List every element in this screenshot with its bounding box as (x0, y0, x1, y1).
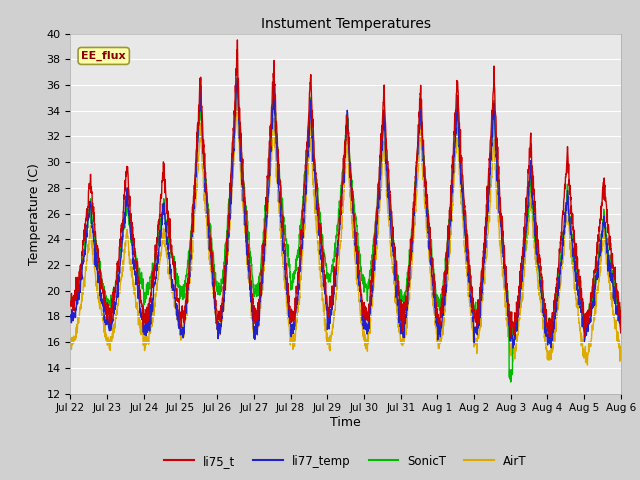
li77_temp (617, 330, 625, 336)
li75_t (569, 211, 577, 217)
AirT (374, 232, 381, 238)
SonicT (220, 259, 228, 265)
SonicT (234, 74, 241, 80)
AirT (568, 257, 576, 263)
AirT (362, 346, 369, 351)
li75_t (220, 285, 228, 290)
SonicT (507, 379, 515, 385)
SonicT (584, 314, 592, 320)
Line: SonicT: SonicT (70, 77, 621, 382)
li75_t (506, 309, 513, 314)
SonicT (569, 238, 577, 244)
li77_temp (67, 312, 74, 318)
AirT (67, 344, 74, 349)
li77_temp (584, 327, 592, 333)
SonicT (617, 328, 625, 334)
AirT (584, 362, 591, 368)
li77_temp (234, 75, 241, 81)
SonicT (362, 284, 369, 290)
Text: EE_flux: EE_flux (81, 51, 126, 61)
li77_temp (362, 321, 369, 327)
li77_temp (506, 335, 513, 340)
li75_t (234, 37, 241, 43)
SonicT (374, 192, 381, 198)
X-axis label: Time: Time (330, 416, 361, 429)
Y-axis label: Temperature (C): Temperature (C) (28, 163, 41, 264)
li75_t (584, 316, 592, 322)
Line: AirT: AirT (70, 97, 621, 365)
li75_t (67, 302, 74, 308)
Title: Instument Temperatures: Instument Temperatures (260, 17, 431, 31)
li77_temp (374, 212, 381, 218)
li75_t (374, 196, 381, 202)
Line: li75_t: li75_t (70, 40, 621, 337)
SonicT (67, 296, 74, 302)
li77_temp (220, 295, 228, 301)
AirT (234, 94, 241, 100)
li75_t (362, 317, 369, 323)
li77_temp (569, 253, 577, 259)
AirT (617, 344, 625, 349)
AirT (584, 351, 592, 357)
li77_temp (509, 345, 517, 351)
Legend: li75_t, li77_temp, SonicT, AirT: li75_t, li77_temp, SonicT, AirT (159, 450, 532, 472)
SonicT (506, 367, 513, 372)
AirT (506, 345, 513, 351)
li75_t (547, 335, 555, 340)
li75_t (617, 329, 625, 335)
AirT (220, 302, 228, 308)
Line: li77_temp: li77_temp (70, 78, 621, 348)
